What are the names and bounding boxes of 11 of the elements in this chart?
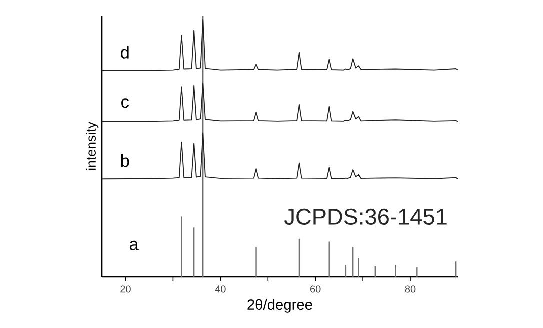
x-tick-label: 40	[215, 286, 226, 293]
y-axis-title: intensity	[86, 122, 99, 170]
x-tick-label: 80	[405, 286, 416, 293]
series-label: c	[122, 98, 130, 108]
x-axis-title: 2θ/degree	[248, 299, 312, 313]
series-label: d	[121, 46, 129, 59]
annotation: JCPDS:36-1451	[284, 208, 447, 225]
x-tick-label: 60	[310, 286, 321, 293]
text: a	[130, 240, 139, 250]
series-label: b	[121, 154, 130, 168]
x-tick-label: 20	[120, 286, 131, 293]
